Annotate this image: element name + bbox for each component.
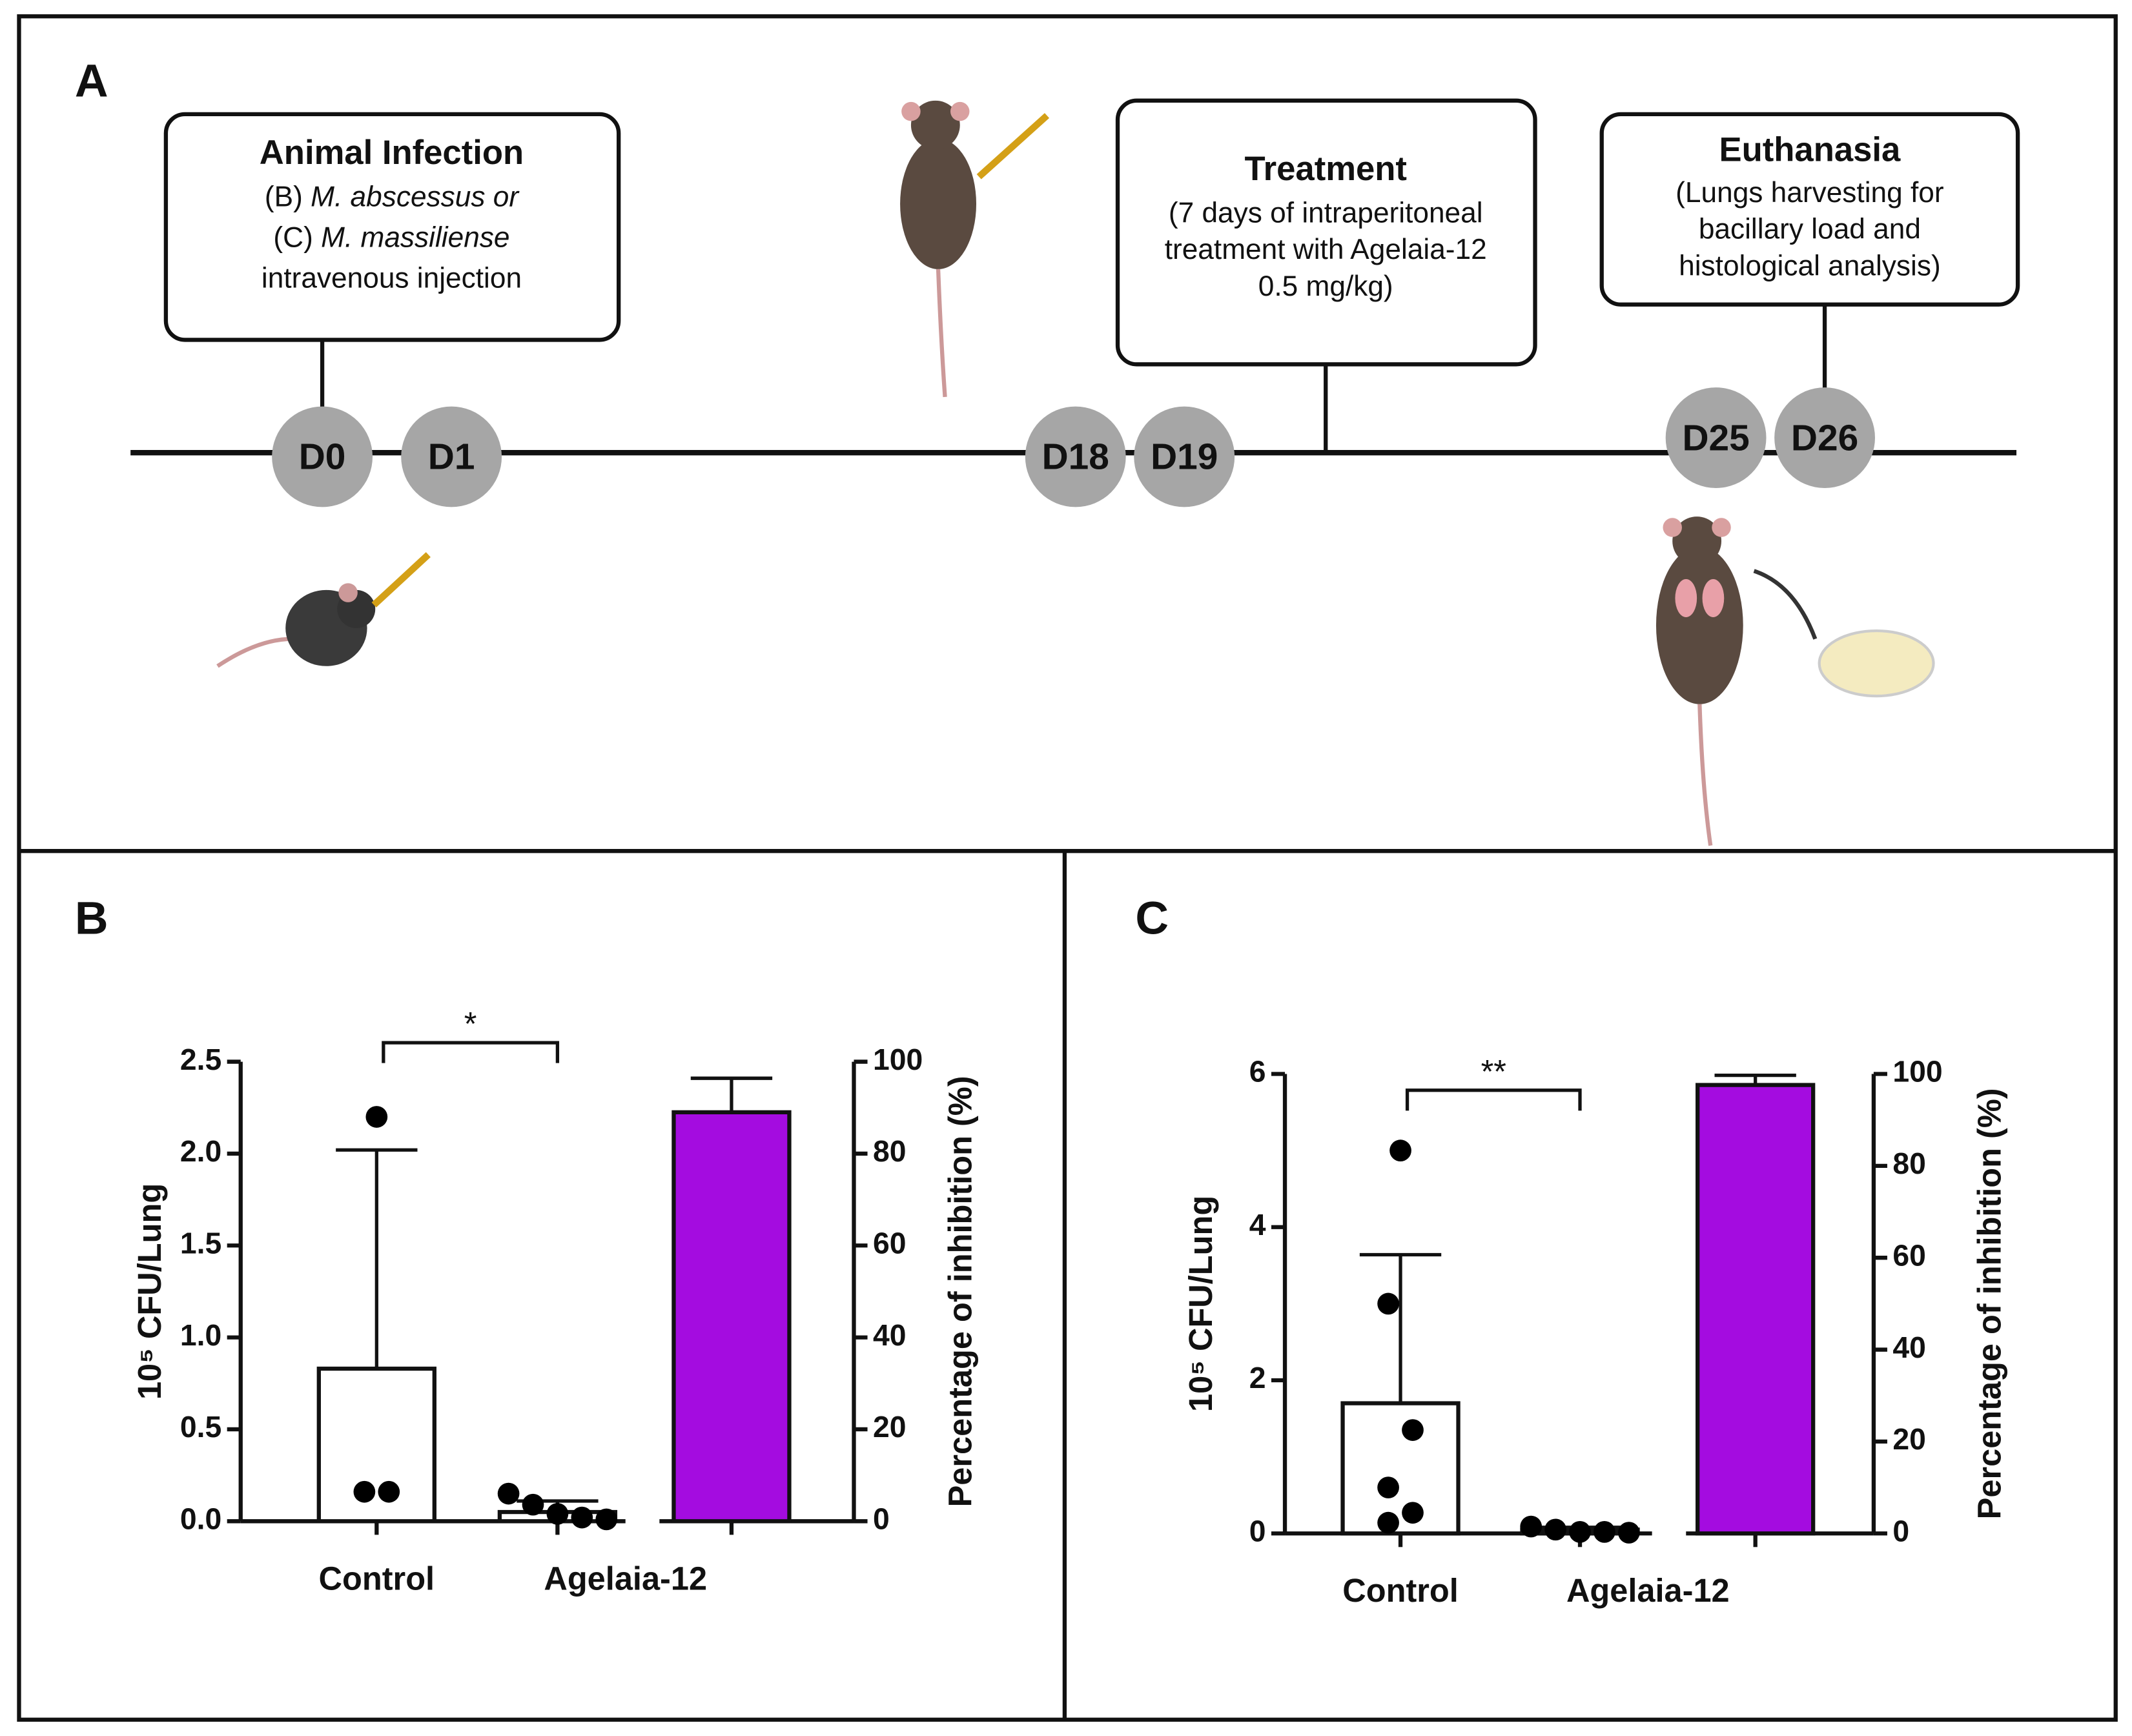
day-marker: [1665, 387, 1767, 488]
y2-tick-label: 100: [1892, 1055, 1942, 1088]
bar: [1696, 1083, 1816, 1536]
y2-tick-label: 100: [873, 1043, 923, 1076]
box-line: (C) M. massiliense: [273, 221, 509, 253]
data-point: [365, 1106, 388, 1128]
data-point: [571, 1506, 593, 1529]
mouse-illustration: [216, 552, 431, 668]
day-marker: [1134, 406, 1235, 507]
y2-tick-label: 40: [1892, 1331, 1926, 1364]
box-title: Animal Infection: [260, 134, 524, 172]
day-label: D1: [428, 437, 475, 478]
day-label: D0: [299, 437, 346, 478]
significance-bracket: [1405, 1088, 1582, 1111]
y-axis-label: 10⁵ CFU/Lung: [1182, 1196, 1219, 1412]
day-label: D25: [1682, 418, 1749, 458]
y2-tick-label: 20: [873, 1410, 907, 1444]
data-point: [1544, 1518, 1566, 1541]
x-tick-label: Control: [319, 1560, 435, 1597]
significance-label: *: [464, 1005, 477, 1042]
data-point: [522, 1493, 544, 1516]
box-line: (Lungs harvesting for: [1676, 177, 1943, 209]
data-point: [1594, 1521, 1615, 1543]
x-tick-label: Agelaia-12: [544, 1560, 707, 1597]
text: (B): [265, 181, 311, 212]
box-title: Treatment: [1244, 150, 1407, 188]
y-tick-label: 0.5: [180, 1410, 221, 1444]
bar: [671, 1110, 792, 1524]
mouse-illustration: [1655, 516, 1935, 846]
box: [163, 112, 621, 342]
box-title: Euthanasia: [1719, 131, 1901, 169]
y-tick-label: 4: [1249, 1208, 1266, 1241]
data-point: [353, 1480, 376, 1503]
data-point: [378, 1480, 400, 1503]
panel-label: A: [75, 55, 108, 107]
data-point: [1402, 1502, 1424, 1524]
data-point: [1402, 1419, 1424, 1441]
data-point: [1377, 1476, 1399, 1498]
text: (C): [273, 221, 321, 253]
box-line: (7 days of intraperitoneal: [1169, 197, 1483, 229]
box-line: histological analysis): [1679, 250, 1941, 282]
text: M. abscessus or: [311, 181, 520, 212]
panel-label: C: [1135, 893, 1169, 945]
box: [1599, 112, 2020, 307]
data-point: [1520, 1515, 1543, 1538]
day-marker: [1774, 387, 1875, 488]
panel-label: B: [75, 893, 108, 945]
y2-axis-label: Percentage of inhibition (%): [1971, 1088, 2007, 1519]
data-point: [497, 1482, 520, 1505]
data-point: [1617, 1522, 1640, 1544]
day-marker: [1025, 406, 1126, 507]
data-point: [1389, 1139, 1411, 1161]
y-tick-label: 2.5: [180, 1043, 221, 1076]
day-marker: [272, 406, 373, 507]
y2-tick-label: 20: [1892, 1422, 1926, 1456]
data-point: [1377, 1292, 1399, 1315]
y-tick-label: 0: [1249, 1514, 1266, 1547]
y2-tick-label: 60: [873, 1226, 907, 1260]
y2-tick-label: 0: [1892, 1514, 1909, 1547]
y-tick-label: 0.0: [180, 1502, 221, 1536]
box-line: bacillary load and: [1699, 214, 1921, 245]
y2-axis-label: Percentage of inhibition (%): [941, 1076, 978, 1507]
y-tick-label: 2.0: [180, 1134, 221, 1168]
data-point: [1569, 1521, 1591, 1543]
y2-tick-label: 80: [1892, 1147, 1926, 1180]
day-label: D26: [1791, 418, 1858, 458]
y-tick-label: 1.0: [180, 1318, 221, 1352]
box-line: intravenous injection: [261, 262, 522, 294]
day-label: D18: [1042, 437, 1109, 478]
significance-label: **: [1481, 1053, 1506, 1090]
mouse-illustration: [900, 100, 1050, 398]
y2-tick-label: 0: [873, 1502, 890, 1536]
y2-tick-label: 60: [1892, 1238, 1926, 1272]
y-axis-label: 10⁵ CFU/Lung: [131, 1183, 168, 1400]
box-line: (B) M. abscessus or: [265, 181, 520, 212]
data-point: [595, 1508, 618, 1531]
box: [1115, 98, 1537, 367]
bar: [1340, 1401, 1461, 1536]
x-tick-label: Agelaia-12: [1566, 1572, 1730, 1609]
x-tick-label: Control: [1342, 1572, 1459, 1609]
y-tick-label: 1.5: [180, 1226, 221, 1260]
y2-tick-label: 40: [873, 1318, 907, 1352]
text: M. massiliense: [321, 221, 509, 253]
y2-tick-label: 80: [873, 1134, 907, 1168]
frame: [17, 14, 2118, 1722]
y-tick-label: 6: [1249, 1055, 1266, 1088]
day-label: D19: [1151, 437, 1218, 478]
bar: [316, 1366, 436, 1524]
data-point: [546, 1503, 569, 1525]
box-line: treatment with Agelaia-12: [1165, 234, 1487, 265]
box-line: 0.5 mg/kg): [1258, 271, 1393, 302]
y-tick-label: 2: [1249, 1361, 1266, 1394]
day-marker: [401, 406, 502, 507]
significance-bracket: [382, 1041, 560, 1063]
data-point: [1377, 1511, 1399, 1534]
